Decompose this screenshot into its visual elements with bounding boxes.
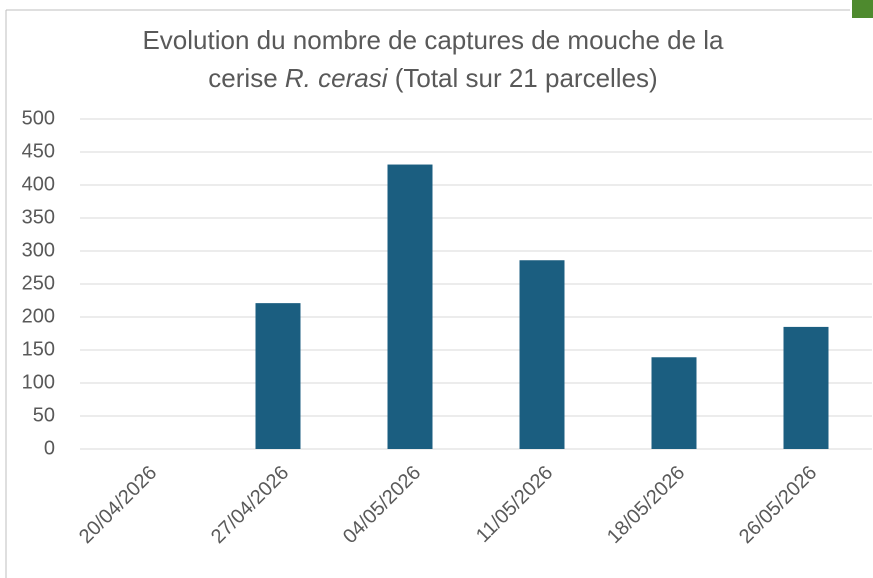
chart-title: Evolution du nombre de captures de mouch… (142, 25, 724, 55)
x-tick-label: 27/04/2026 (207, 462, 293, 548)
x-tick-label: 26/05/2026 (735, 462, 821, 548)
y-tick-label: 350 (22, 206, 55, 228)
y-tick-label: 400 (22, 173, 55, 195)
x-tick-label: 04/05/2026 (339, 462, 425, 548)
bar (255, 303, 301, 449)
x-tick-label: 18/05/2026 (603, 462, 689, 548)
x-tick-label: 11/05/2026 (472, 462, 557, 547)
x-tick-label: 20/04/2026 (75, 462, 161, 548)
y-tick-label: 500 (22, 107, 55, 129)
chart-title-line2: cerise R. cerasi (Total sur 21 parcelles… (208, 63, 657, 93)
bar (519, 260, 565, 449)
y-tick-label: 450 (22, 140, 55, 162)
y-tick-label: 200 (22, 305, 55, 327)
bar (783, 326, 829, 449)
y-tick-label: 0 (44, 437, 55, 459)
bar (387, 164, 433, 450)
y-tick-label: 50 (33, 404, 55, 426)
y-tick-label: 300 (22, 239, 55, 261)
corner-decoration (852, 0, 873, 18)
y-tick-label: 100 (22, 371, 55, 393)
title-part: (Total sur 21 parcelles) (395, 63, 658, 93)
bar (651, 357, 697, 449)
y-tick-label: 250 (22, 272, 55, 294)
y-tick-label: 150 (22, 338, 55, 360)
title-part: cerise (208, 63, 277, 93)
title-species: R. cerasi (285, 63, 389, 93)
